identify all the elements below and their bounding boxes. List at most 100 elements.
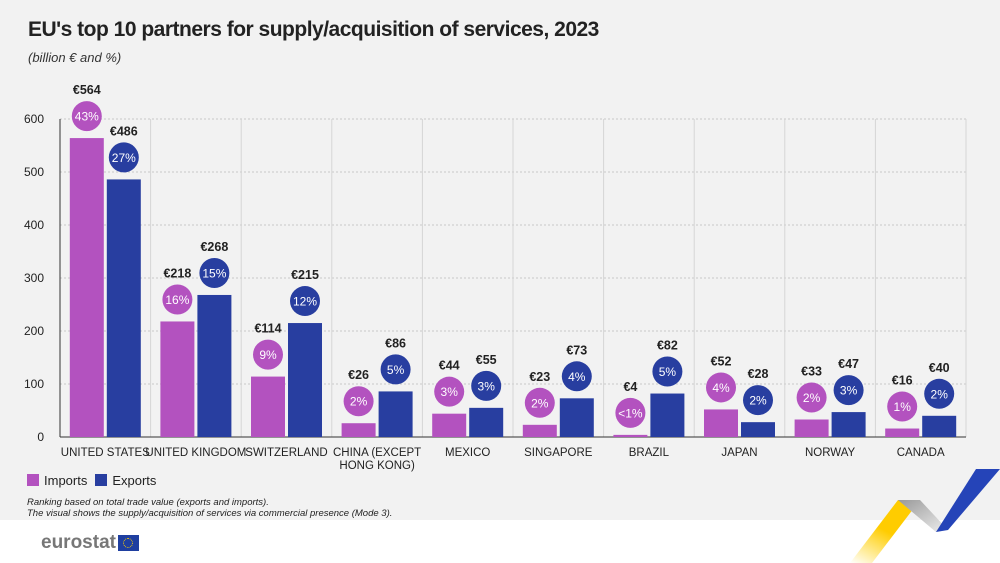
imports-share-circle xyxy=(71,101,102,132)
value-label: €268 xyxy=(200,240,228,254)
footnote-mode3: The visual shows the supply/acquisition … xyxy=(27,508,393,519)
exports-share-circle xyxy=(108,142,139,173)
imports-bar xyxy=(251,376,285,437)
exports-share-circle xyxy=(199,257,230,288)
x-tick-label: MEXICO xyxy=(445,447,490,459)
exports-share-circle xyxy=(290,286,320,317)
exports-bar xyxy=(741,422,775,437)
chart-subtitle: (billion € and %) xyxy=(28,50,122,65)
exports-swatch xyxy=(95,474,108,486)
share-label: 1% xyxy=(894,400,912,414)
share-label: 3% xyxy=(441,385,459,399)
imports-share-circle xyxy=(796,382,827,413)
exports-share-circle xyxy=(652,356,683,387)
share-label: 15% xyxy=(202,266,226,280)
imports-bar xyxy=(341,423,376,437)
x-tick-label: UNITED STATES xyxy=(61,447,150,459)
imports-bar xyxy=(613,434,648,437)
x-tick-label: JAPAN xyxy=(721,447,757,459)
exports-bar xyxy=(831,412,866,437)
share-label: <1% xyxy=(618,406,643,420)
value-label: €215 xyxy=(291,268,319,282)
exports-share-circle xyxy=(833,375,864,406)
y-tick-label: 400 xyxy=(24,218,44,232)
share-label: 9% xyxy=(259,348,277,362)
value-label: €564 xyxy=(73,83,101,97)
exports-share-circle xyxy=(561,361,592,392)
share-label: 43% xyxy=(75,110,99,124)
value-label: €23 xyxy=(529,370,550,384)
share-label: 5% xyxy=(387,363,405,377)
x-tick-label: CHINA (EXCEPT xyxy=(333,447,421,459)
imports-share-circle xyxy=(253,339,283,370)
y-tick-label: 100 xyxy=(24,377,44,391)
value-label: €55 xyxy=(476,353,497,367)
footnote-ranking: Ranking based on total trade value (expo… xyxy=(27,497,269,508)
exports-share-circle xyxy=(471,370,502,401)
imports-share-circle xyxy=(615,397,646,428)
eurostat-logo: eurostat xyxy=(41,532,139,554)
exports-bar xyxy=(197,294,232,437)
footnotes: Ranking based on total trade value (expo… xyxy=(27,497,392,519)
share-label: 2% xyxy=(803,391,821,405)
value-label: €28 xyxy=(748,367,769,381)
imports-share-circle xyxy=(434,376,465,407)
exports-bar xyxy=(922,415,957,437)
imports-share-circle xyxy=(343,386,374,417)
exports-share-circle xyxy=(743,385,773,416)
share-label: 27% xyxy=(112,151,136,165)
share-label: 5% xyxy=(659,365,677,379)
exports-bar xyxy=(288,323,322,437)
imports-bar xyxy=(432,413,467,437)
exports-bar xyxy=(378,391,413,437)
share-label: 2% xyxy=(749,394,767,408)
x-tick-label: HONG KONG) xyxy=(339,460,415,472)
y-tick-label: 200 xyxy=(24,324,44,338)
imports-bar xyxy=(160,321,195,437)
x-tick-label: SINGAPORE xyxy=(524,447,593,459)
exports-bar xyxy=(106,179,141,438)
x-tick-label: BRAZIL xyxy=(629,447,670,459)
value-label: €486 xyxy=(110,124,138,138)
imports-bar xyxy=(794,419,829,437)
decor-blue-ribbon xyxy=(936,469,1000,532)
imports-share-circle xyxy=(524,387,555,418)
exports-bar xyxy=(559,398,594,437)
y-tick-label: 300 xyxy=(24,271,44,285)
value-label: €44 xyxy=(439,359,460,373)
imports-bar xyxy=(704,409,738,437)
imports-share-circle xyxy=(887,391,918,422)
legend-imports-label: Imports xyxy=(44,473,88,488)
value-label: €86 xyxy=(385,336,406,350)
share-label: 3% xyxy=(478,379,496,393)
share-label: 2% xyxy=(350,395,368,409)
legend-imports: Imports xyxy=(27,473,87,488)
share-label: 16% xyxy=(165,293,189,307)
share-label: 4% xyxy=(712,381,730,395)
share-label: 4% xyxy=(568,370,586,384)
value-label: €218 xyxy=(163,266,191,280)
exports-share-circle xyxy=(380,354,411,385)
imports-swatch xyxy=(27,474,39,486)
x-tick-label: NORWAY xyxy=(805,447,856,459)
imports-share-circle xyxy=(162,284,193,315)
value-label: €16 xyxy=(892,374,913,388)
share-label: 2% xyxy=(931,387,949,401)
value-label: €52 xyxy=(711,354,732,368)
exports-bar xyxy=(469,407,504,437)
x-tick-label: SWITZERLAND xyxy=(245,447,327,459)
decor-yellow-ribbon xyxy=(850,500,920,563)
x-tick-label: UNITED KINGDOM xyxy=(145,447,246,459)
imports-bar xyxy=(885,428,920,437)
exports-share-circle xyxy=(924,378,955,409)
share-label: 12% xyxy=(293,295,317,309)
decor-gray-ribbon xyxy=(898,500,948,532)
logo-text: eurostat xyxy=(41,532,116,553)
value-label: €4 xyxy=(623,380,637,394)
value-label: €82 xyxy=(657,339,678,353)
imports-bar xyxy=(522,424,557,437)
value-label: €33 xyxy=(801,365,822,379)
value-label: €114 xyxy=(254,322,281,336)
